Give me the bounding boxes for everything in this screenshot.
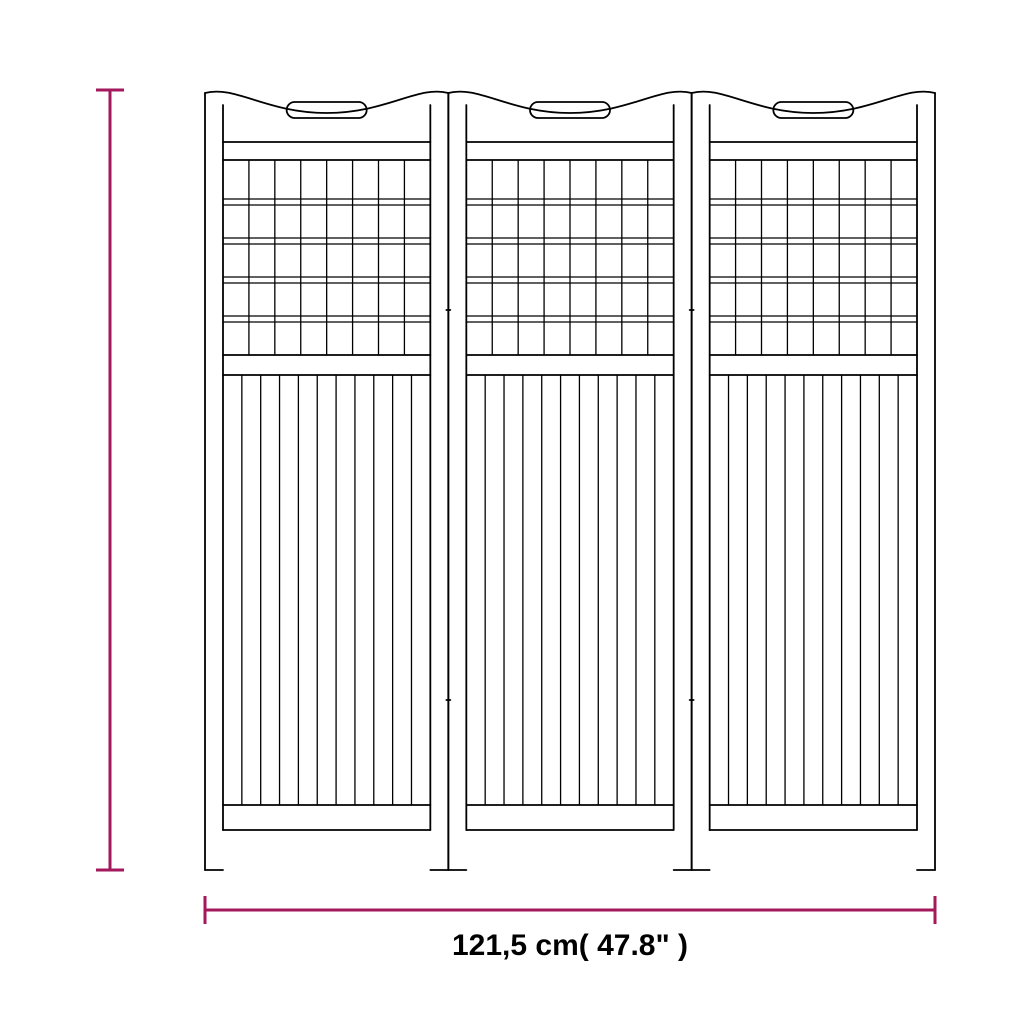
handle-slot — [773, 102, 853, 118]
panel — [448, 92, 691, 870]
handle-slot — [287, 102, 367, 118]
width-label: 121,5 cm( 47.8" ) — [452, 929, 688, 962]
handle-slot — [530, 102, 610, 118]
panel — [205, 92, 448, 870]
panel — [692, 92, 935, 870]
